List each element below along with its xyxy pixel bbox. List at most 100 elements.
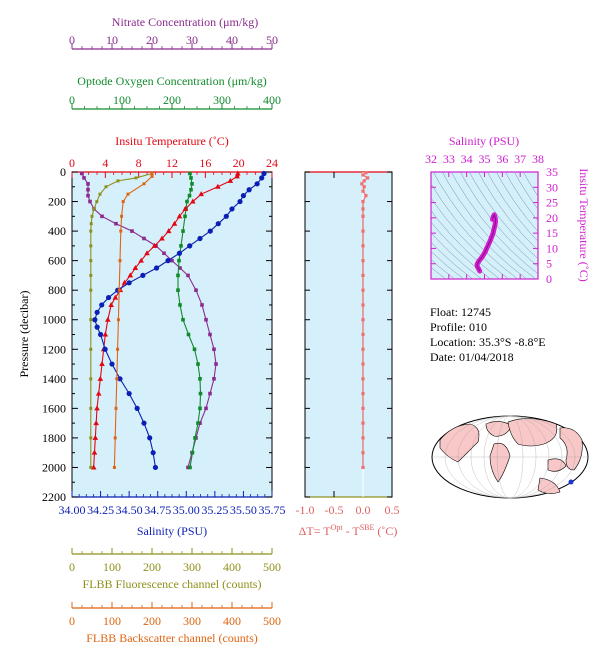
backscatter-tick-label: 0: [69, 614, 75, 628]
ts-y-tick-label: 15: [546, 226, 558, 240]
nitrate-data-point: [88, 199, 92, 204]
ts-temperature-axis-label: Insitu Temperature (˚C): [577, 168, 591, 282]
ts-density-contour: [504, 172, 538, 222]
nitrate-data-point: [208, 391, 212, 396]
pressure-tick-label: 1200: [42, 342, 66, 356]
delta-t-data-point: [361, 362, 365, 366]
fluorescence-data-point: [89, 273, 93, 277]
oxygen-data-point: [187, 193, 192, 198]
salinity-tick-label: 35.25: [201, 503, 228, 517]
temperature-data-point: [102, 331, 109, 337]
nitrate-data-point: [162, 251, 166, 256]
nitrate-data-point: [204, 406, 208, 411]
oxygen-data-point: [186, 332, 191, 337]
delta-t-data-point: [361, 332, 365, 337]
fluorescence-tick-label: 200: [143, 560, 161, 574]
nitrate-data-point: [86, 193, 90, 198]
nitrate-data-point: [178, 266, 182, 270]
ts-density-contour: [513, 172, 538, 210]
delta-t-data-point: [361, 377, 365, 381]
nitrate-data-point: [204, 317, 208, 322]
fluorescence-tick-label: 0: [69, 560, 75, 574]
backscatter-data-point: [119, 229, 123, 233]
ts-density-contour: [431, 221, 491, 279]
salinity-data-point: [261, 170, 267, 177]
delta-t-data-point: [361, 273, 365, 278]
nitrate-tick-label: 20: [146, 33, 158, 47]
temperature-data-point: [144, 250, 150, 256]
temperature-data-point: [108, 301, 114, 307]
temperature-data-point: [235, 170, 241, 176]
backscatter-data-point: [116, 318, 120, 322]
pressure-tick-label: 2000: [42, 460, 66, 474]
delta-t-label-sup-opt: Opt: [331, 523, 344, 532]
delta-t-data-point: [361, 173, 365, 177]
salinity-data-point: [117, 376, 123, 382]
oxygen-data-point: [183, 214, 187, 219]
ts-density-contour: [468, 172, 538, 260]
ts-x-tick-label: 35: [479, 152, 491, 166]
salinity-data-point: [152, 464, 159, 471]
temperature-data-point: [93, 420, 99, 426]
salinity-data-point: [140, 272, 146, 279]
delta-t-label-main: ΔT= T: [299, 524, 332, 538]
fluorescence-axis-label: FLBB Fluorescence channel (counts): [83, 577, 262, 591]
pressure-tick-label: 1600: [42, 401, 66, 415]
pressure-tick-label: 200: [48, 195, 66, 209]
fluorescence-data-point: [89, 406, 93, 410]
delta-t-data-point: [361, 436, 365, 440]
temperature-tick-label: 12: [166, 156, 178, 170]
delta-t-data-point: [361, 421, 365, 425]
fluorescence-tick-label: 100: [103, 560, 121, 574]
backscatter-data-point: [118, 259, 122, 263]
oxygen-data-point: [189, 176, 193, 180]
oxygen-data-point: [188, 171, 192, 176]
temperature-data-point: [91, 449, 98, 455]
profile-number: Profile: 010: [430, 320, 487, 334]
salinity-tick-label: 35.50: [230, 503, 257, 517]
map-landmass: [485, 421, 513, 437]
backscatter-data-point: [114, 406, 118, 410]
oxygen-tick-label: 200: [163, 93, 181, 107]
temperature-data-point: [95, 390, 102, 396]
backscatter-tick-label: 100: [103, 614, 121, 628]
salinity-data-point: [165, 258, 171, 264]
temperature-tick-label: 8: [136, 156, 142, 170]
delta-t-data-point: [361, 244, 365, 248]
fluorescence-data-point: [98, 192, 102, 196]
oxygen-data-point: [185, 199, 189, 204]
oxygen-data-point: [196, 362, 200, 366]
temperature-data-point: [176, 213, 183, 219]
ts-x-tick-label: 34: [461, 152, 473, 166]
backscatter-data-point: [126, 192, 130, 196]
delta-t-plot-background: [304, 171, 393, 498]
salinity-data-point: [126, 280, 132, 286]
salinity-data-point: [109, 361, 115, 367]
salinity-data-point: [94, 309, 100, 315]
temperature-data-point: [121, 279, 128, 285]
salinity-data-point: [94, 324, 100, 330]
backscatter-axis-label: FLBB Backscatter channel (counts): [86, 631, 258, 645]
nitrate-data-point: [114, 221, 118, 226]
ts-x-tick-label: 36: [496, 152, 508, 166]
temperature-data-point: [99, 361, 105, 367]
ts-density-contour: [522, 172, 538, 197]
salinity-tick-label: 34.75: [144, 503, 171, 517]
fluorescence-data-point: [95, 200, 99, 204]
float-position-marker: [568, 479, 574, 485]
fluorescence-data-point: [89, 229, 93, 233]
delta-t-data-point: [361, 189, 365, 193]
delta-t-tick-label: -1.0: [296, 503, 315, 517]
temperature-data-point: [227, 177, 234, 183]
delta-t-data-point: [364, 171, 368, 175]
delta-t-data-point: [361, 303, 365, 307]
nitrate-data-point: [200, 303, 204, 307]
pressure-tick-label: 1800: [42, 431, 66, 445]
temperature-data-point: [92, 434, 99, 440]
float-id: Float: 12745: [430, 305, 491, 319]
fluorescence-data-point: [89, 222, 93, 226]
nitrate-tick-label: 50: [266, 33, 278, 47]
oxygen-tick-label: 0: [69, 93, 75, 107]
fluorescence-tick-label: 500: [263, 560, 281, 574]
delta-t-label-unit: (˚C): [374, 524, 397, 538]
